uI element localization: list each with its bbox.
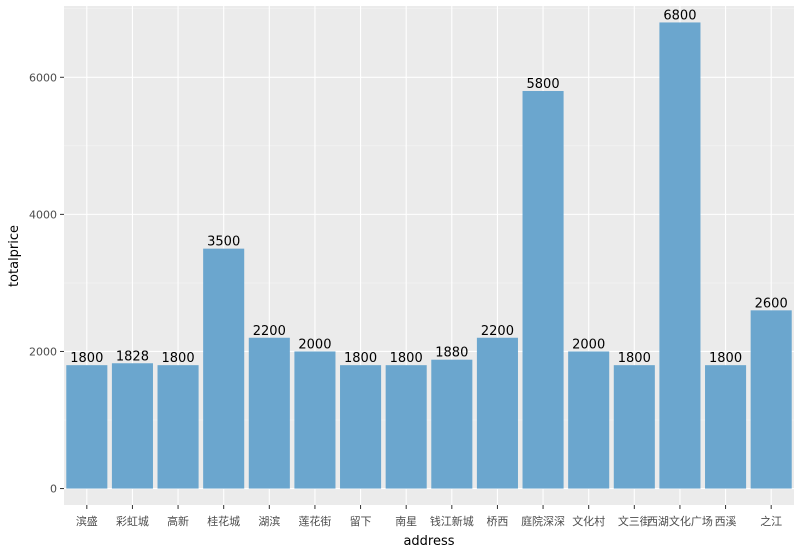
- bar: [111, 363, 153, 489]
- y-tick-label: 0: [50, 483, 57, 496]
- x-tick-label: 桂花城: [207, 514, 240, 528]
- x-tick-label: 滨盛: [76, 514, 98, 528]
- y-tick-label: 4000: [29, 208, 57, 221]
- y-axis: 0 2000 4000 6000: [29, 71, 64, 496]
- x-tick-label: 之江: [760, 514, 782, 528]
- bar: [157, 365, 199, 489]
- data-label: 1800: [162, 351, 195, 366]
- data-label: 6800: [663, 8, 696, 23]
- bars: [66, 22, 792, 489]
- x-tick-label: 留下: [350, 515, 372, 528]
- data-label: 1800: [390, 351, 423, 366]
- bar: [659, 22, 701, 489]
- bar: [476, 337, 518, 489]
- data-label: 2600: [755, 296, 788, 311]
- data-label: 2200: [253, 324, 286, 339]
- x-tick-label: 桥西: [486, 515, 508, 528]
- bar: [750, 310, 792, 489]
- data-label: 2000: [572, 337, 605, 352]
- data-label: 2200: [481, 324, 514, 339]
- x-tick-label: 湖滨: [258, 514, 280, 528]
- x-tick-label: 高新: [167, 514, 189, 528]
- x-tick-label: 莲花街: [298, 514, 331, 528]
- bar: [340, 365, 382, 489]
- data-label: 5800: [527, 77, 560, 92]
- x-tick-label: 西溪: [715, 515, 737, 528]
- bar: [431, 359, 473, 489]
- bar: [385, 365, 427, 489]
- bar: [522, 90, 564, 489]
- bar: [294, 351, 336, 489]
- data-label: 3500: [207, 235, 240, 250]
- x-axis-title: address: [403, 534, 454, 549]
- data-label: 1800: [70, 351, 103, 366]
- x-axis: 滨盛 彩虹城 高新 桂花城 湖滨 莲花街 留下 南星 钱江新城 桥西 庭院深深 文化村 文三街西湖文化广…: [76, 505, 782, 528]
- data-label: 1828: [116, 349, 149, 364]
- bar: [203, 248, 245, 489]
- data-label: 1880: [435, 346, 468, 361]
- x-tick-label: 文化村: [572, 514, 605, 528]
- data-label: 1800: [618, 351, 651, 366]
- y-axis-title: totalprice: [7, 225, 22, 287]
- data-label: 2000: [298, 337, 331, 352]
- x-tick-label: 钱江新城: [430, 514, 474, 528]
- data-labels: 1800 1828 1800 3500 2200 2000 1800 1800 1880 2200…: [70, 8, 787, 366]
- x-tick-label: 西湖文化广场: [647, 514, 713, 528]
- x-tick-label: 文三街: [618, 514, 651, 528]
- data-label: 1800: [709, 351, 742, 366]
- bar: [66, 365, 108, 489]
- data-label: 1800: [344, 351, 377, 366]
- bar: [248, 337, 290, 489]
- y-tick-label: 2000: [29, 345, 57, 358]
- x-tick-label: 南星: [395, 515, 417, 528]
- bar: [568, 351, 610, 489]
- bar: [613, 365, 655, 489]
- y-tick-label: 6000: [29, 71, 57, 84]
- x-tick-label: 庭院深深: [521, 514, 565, 528]
- bar: [705, 365, 747, 489]
- x-tick-label: 彩虹城: [116, 515, 149, 528]
